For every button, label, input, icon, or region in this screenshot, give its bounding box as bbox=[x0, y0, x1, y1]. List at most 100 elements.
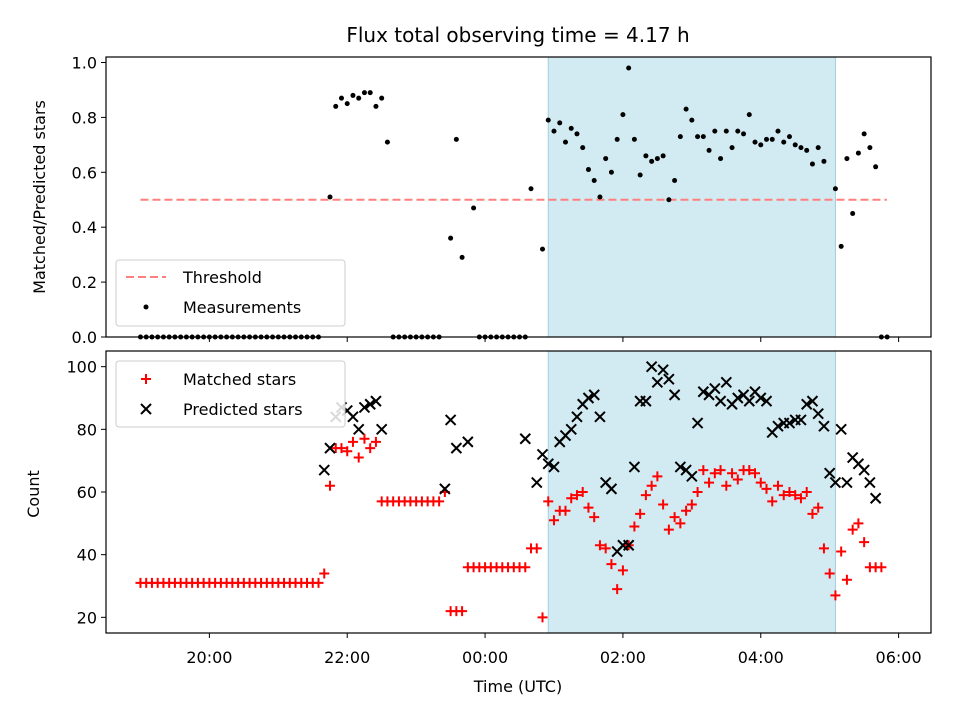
matched-stars-marker bbox=[818, 543, 829, 554]
predicted-stars-marker bbox=[594, 411, 606, 423]
matched-stars-marker bbox=[847, 524, 858, 535]
measurement-point bbox=[672, 178, 678, 184]
legend-measurements-label: Measurements bbox=[183, 298, 301, 317]
measurement-point bbox=[333, 103, 339, 109]
predicted-stars-marker bbox=[571, 411, 583, 423]
predicted-stars-marker bbox=[370, 395, 382, 407]
measurement-point bbox=[551, 128, 557, 134]
measurement-point bbox=[677, 134, 683, 140]
matched-stars-marker bbox=[531, 543, 542, 554]
measurement-point bbox=[557, 120, 563, 126]
predicted-stars-marker bbox=[841, 476, 853, 489]
measurement-point bbox=[631, 136, 637, 142]
predicted-stars-marker bbox=[657, 364, 669, 376]
measurement-point bbox=[855, 150, 861, 156]
measurement-point bbox=[809, 161, 815, 167]
legend-predicted-swatch bbox=[140, 403, 152, 415]
matched-stars-marker bbox=[635, 508, 646, 519]
matched-stars-marker bbox=[600, 543, 611, 554]
matched-stars-marker bbox=[790, 490, 801, 501]
legend-threshold-label: Threshold bbox=[182, 268, 262, 287]
y-tick-label: 40 bbox=[77, 546, 97, 565]
predicted-stars-marker bbox=[353, 423, 365, 436]
predicted-stars-marker bbox=[318, 464, 330, 476]
matched-stars-marker bbox=[629, 521, 640, 532]
matched-stars-marker bbox=[319, 568, 330, 579]
predicted-stars-marker bbox=[783, 417, 796, 429]
matched-stars-marker bbox=[457, 606, 468, 617]
matched-stars-marker bbox=[721, 480, 732, 491]
matched-stars-marker bbox=[876, 562, 887, 573]
measurement-point bbox=[850, 210, 856, 216]
predicted-stars-marker bbox=[858, 464, 870, 476]
measurement-point bbox=[752, 139, 758, 145]
matched-stars-marker bbox=[778, 490, 789, 501]
predicted-stars-marker bbox=[324, 442, 336, 454]
matched-stars-marker bbox=[801, 487, 812, 497]
matched-stars-marker bbox=[548, 515, 559, 526]
measurement-point bbox=[361, 90, 367, 96]
matched-stars-marker bbox=[715, 465, 726, 476]
matched-stars-marker bbox=[365, 443, 376, 454]
measurement-point bbox=[643, 153, 649, 159]
measurement-point bbox=[723, 128, 729, 134]
measurement-point bbox=[545, 117, 551, 123]
matched-stars-marker bbox=[606, 559, 617, 570]
matched-stars-marker bbox=[520, 562, 531, 573]
legend-box bbox=[115, 360, 346, 428]
top-y-axis-label: Matched/Predicted stars bbox=[30, 100, 49, 294]
predicted-stars-marker bbox=[364, 398, 376, 410]
predicted-stars-marker bbox=[818, 420, 830, 432]
predicted-stars-marker bbox=[829, 476, 842, 489]
measurement-point bbox=[718, 156, 724, 162]
predicted-stars-marker bbox=[686, 470, 698, 483]
y-tick-label: 0.0 bbox=[72, 328, 97, 347]
measurement-point bbox=[798, 145, 804, 151]
measurement-point bbox=[683, 106, 689, 112]
matched-stars-marker bbox=[755, 477, 766, 488]
matched-stars-marker bbox=[836, 546, 847, 557]
predicted-stars-marker bbox=[743, 395, 755, 407]
measurement-point bbox=[614, 136, 620, 142]
matched-stars-marker bbox=[434, 496, 445, 507]
matched-stars-marker bbox=[744, 465, 755, 476]
matched-stars-marker bbox=[692, 487, 703, 497]
measurement-point bbox=[792, 142, 798, 148]
x-tick-label: 02:00 bbox=[600, 648, 646, 667]
predicted-stars-marker bbox=[531, 476, 543, 489]
matched-stars-marker bbox=[336, 443, 347, 454]
y-tick-label: 80 bbox=[77, 420, 97, 439]
measurement-point bbox=[620, 112, 626, 118]
measurement-point bbox=[459, 254, 465, 260]
measurement-point bbox=[781, 139, 787, 145]
predicted-stars-marker bbox=[795, 414, 807, 426]
matched-stars-marker bbox=[652, 471, 663, 482]
measurement-point bbox=[344, 101, 350, 107]
measurement-point bbox=[327, 194, 333, 200]
observing-window-shade bbox=[547, 56, 836, 338]
matched-stars-marker bbox=[342, 446, 353, 457]
matched-stars-marker bbox=[841, 574, 852, 585]
measurement-point bbox=[775, 128, 781, 134]
predicted-stars-marker bbox=[732, 392, 744, 404]
legend-matched-label: Matched stars bbox=[183, 370, 296, 389]
measurement-point bbox=[654, 156, 660, 162]
matched-stars-marker bbox=[853, 518, 864, 529]
matched-stars-marker bbox=[704, 477, 715, 488]
measurement-point bbox=[356, 95, 362, 101]
matched-stars-marker bbox=[370, 436, 381, 447]
measurement-point bbox=[528, 186, 534, 192]
predicted-stars-marker bbox=[806, 395, 819, 407]
predicted-stars-marker bbox=[760, 395, 773, 407]
legend-matched-swatch bbox=[141, 374, 151, 384]
predicted-stars-marker bbox=[347, 411, 359, 423]
matched-stars-marker bbox=[795, 493, 806, 504]
measurement-point bbox=[821, 158, 827, 164]
measurement-point bbox=[597, 194, 603, 200]
measurement-point bbox=[448, 235, 454, 241]
matched-stars-marker bbox=[686, 499, 697, 510]
matched-stars-marker bbox=[681, 505, 692, 516]
y-tick-label: 1.0 bbox=[72, 53, 97, 72]
predicted-stars-marker bbox=[588, 389, 600, 401]
